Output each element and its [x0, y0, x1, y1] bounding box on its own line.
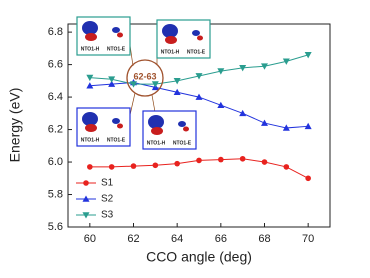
annotation-group: 62-63 NTO1-H NTO1-E NTO1-H NTO1-E NTO1-H NTO1… — [76, 16, 211, 150]
series-line — [89, 54, 309, 85]
y-tick-label: 5.6 — [48, 221, 63, 233]
point — [130, 81, 137, 88]
point — [218, 156, 224, 163]
point — [304, 52, 312, 59]
point — [261, 119, 268, 126]
legend-label: S2 — [101, 194, 114, 205]
point — [282, 124, 290, 131]
orbital — [178, 121, 186, 127]
point — [239, 65, 247, 72]
inset-label: NTO1-H — [81, 46, 100, 52]
orbital — [82, 112, 98, 126]
orbital — [117, 123, 123, 129]
orbital — [197, 35, 203, 41]
orbital — [82, 21, 98, 35]
orbital — [117, 32, 123, 38]
x-axis-label: CCO angle (deg) — [146, 249, 252, 265]
orbital — [162, 24, 178, 38]
inset-label: NTO1-E — [107, 46, 126, 52]
point — [217, 68, 225, 75]
y-tick-label: 6.4 — [48, 91, 63, 103]
highlight-circle — [126, 59, 164, 97]
point — [151, 81, 159, 88]
point — [239, 109, 247, 117]
legend-label: S1 — [101, 178, 114, 189]
point — [282, 58, 290, 65]
point — [108, 80, 116, 87]
y-tick-label: 6.0 — [48, 156, 63, 168]
point — [108, 76, 116, 83]
inset-label: NTO1-E — [107, 137, 126, 143]
x-tick-label: 70 — [302, 233, 314, 245]
point — [108, 164, 115, 170]
y-tick-label: 5.8 — [48, 188, 63, 200]
point — [195, 93, 203, 100]
y-tick-label: 6.6 — [48, 59, 63, 71]
point — [196, 157, 202, 164]
orbital — [85, 33, 97, 41]
annotation-text: 62-63 — [133, 71, 156, 81]
point — [239, 155, 246, 162]
inset-label: NTO1-H — [147, 140, 166, 146]
x-tick-label: 60 — [84, 233, 96, 245]
legend-marker — [83, 180, 89, 186]
point — [130, 163, 137, 169]
connector — [151, 94, 156, 113]
y-axis-label: Energy (eV) — [7, 88, 23, 163]
inset-label: NTO1-E — [173, 140, 192, 146]
orbital — [151, 127, 163, 135]
inset-label: NTO1-E — [187, 49, 206, 55]
x-tick-label: 68 — [258, 233, 270, 245]
orbital — [165, 36, 177, 44]
orbital — [85, 124, 97, 132]
point — [261, 159, 268, 165]
point — [305, 175, 311, 182]
point — [173, 78, 181, 85]
orbital — [183, 126, 189, 132]
point — [86, 82, 94, 89]
orbital — [112, 27, 120, 33]
point — [283, 164, 290, 170]
orbital — [148, 115, 164, 129]
y-tick-label: 6.2 — [48, 123, 63, 135]
inset-label: NTO1-H — [81, 137, 100, 143]
legend-label: S3 — [101, 210, 114, 221]
point — [217, 101, 225, 108]
legend-marker — [82, 195, 90, 202]
orbital — [112, 118, 120, 124]
x-tick-label: 66 — [215, 233, 227, 245]
y-tick-label: 6.8 — [48, 26, 63, 38]
legend-marker — [82, 212, 90, 219]
connector — [129, 92, 136, 116]
point — [261, 63, 268, 70]
point — [87, 164, 93, 170]
point — [304, 122, 312, 130]
orbital — [192, 30, 200, 36]
inset-label: NTO1-H — [161, 49, 180, 55]
point — [86, 74, 94, 82]
x-tick-label: 62 — [127, 233, 139, 245]
point — [152, 162, 159, 169]
point — [173, 88, 181, 96]
point — [174, 160, 180, 167]
point — [195, 73, 203, 80]
x-tick-label: 64 — [171, 233, 183, 245]
